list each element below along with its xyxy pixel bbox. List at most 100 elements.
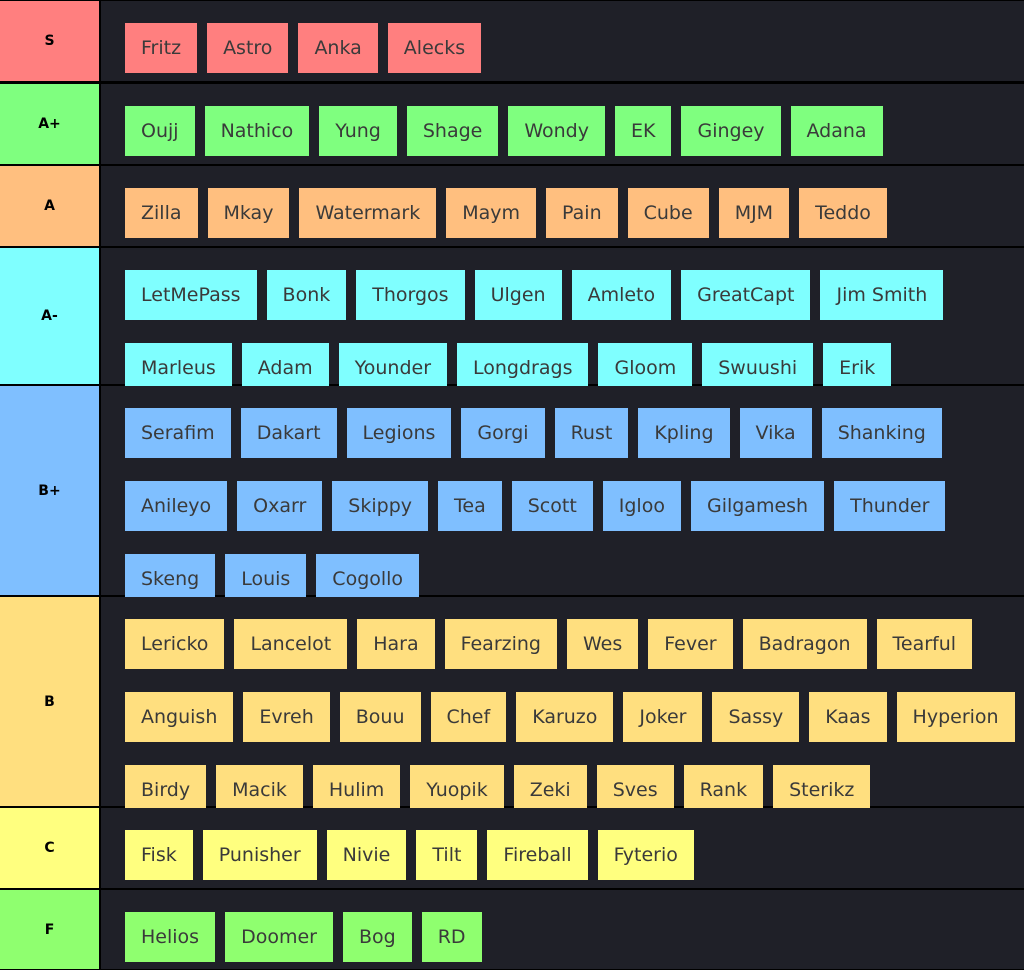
tier-item-chip[interactable]: Zilla [125,188,198,238]
tier-item-chip[interactable]: Watermark [299,188,437,238]
tier-item-chip[interactable]: Wes [566,619,639,669]
tier-item-chip[interactable]: Joker [623,692,703,742]
tier-item-chip[interactable]: Legions [346,408,452,458]
tier-item-chip[interactable]: MJM [718,188,790,238]
tier-item-chip[interactable]: Lancelot [234,619,348,669]
tier-item-chip[interactable]: Skippy [332,481,429,531]
tier-item-chip[interactable]: Jim Smith [820,270,944,320]
tier-item-chip[interactable]: Louis [225,554,307,604]
tier-item-chip[interactable]: Tea [438,481,502,531]
tier-item-chip[interactable]: Adam [241,343,329,393]
tier-item-chip[interactable]: Bonk [266,270,347,320]
tier-item-chip[interactable]: Adana [790,106,883,156]
tier-item-chip[interactable]: Gingey [681,106,781,156]
tier-item-chip[interactable]: Anguish [125,692,234,742]
tier-item-chip[interactable]: Yung [319,106,397,156]
tier-item-chip[interactable]: Oxarr [237,481,323,531]
tier-item-chip[interactable]: Fearzing [444,619,557,669]
tier-item-chip[interactable]: Nathico [204,106,310,156]
tier-item-chip[interactable]: GreatCapt [681,270,811,320]
tier-label: C [0,808,99,888]
tier-item-chip[interactable]: Oujj [125,106,195,156]
tier-item-chip[interactable]: Longdrags [457,343,589,393]
tier-item-chip[interactable]: Scott [511,481,593,531]
tier-item-chip[interactable]: Macik [216,765,303,815]
tier-item-chip[interactable]: Wondy [508,106,605,156]
tier-item-chip[interactable]: Rust [554,408,629,458]
tier-item-chip[interactable]: Hulim [312,765,401,815]
tier-item-chip[interactable]: Vika [739,408,812,458]
tier-label: S [0,1,99,81]
tier-items-container[interactable]: Helios Doomer Bog RD [101,890,1024,969]
tier-item-chip[interactable]: Fever [648,619,733,669]
tier-item-chip[interactable]: Punisher [202,830,317,880]
tier-item-chip[interactable]: Fisk [125,830,193,880]
tier-item-chip[interactable]: Fritz [125,23,198,73]
tier-item-chip[interactable]: Younder [338,343,448,393]
tier-item-chip[interactable]: LetMePass [125,270,257,320]
tier-item-chip[interactable]: Shage [406,106,499,156]
tier-item-chip[interactable]: Hara [357,619,435,669]
tier-item-chip[interactable]: Bouu [339,692,421,742]
tier-item-chip[interactable]: Rank [683,765,764,815]
tier-item-chip[interactable]: RD [421,912,482,962]
tier-item-chip[interactable]: Chef [430,692,507,742]
tier-item-chip[interactable]: Sterikz [773,765,871,815]
tier-item-chip[interactable]: Doomer [225,912,333,962]
tier-item-chip[interactable]: Serafim [125,408,231,458]
tier-item-chip[interactable]: Birdy [125,765,207,815]
tier-items-container[interactable]: Serafim Dakart Legions Gorgi Rust Kpling Vika S… [101,386,1024,604]
tier-item-chip[interactable]: Shanking [821,408,942,458]
tier-item-chip[interactable]: Fyterio [597,830,694,880]
tier-item-chip[interactable]: Helios [125,912,216,962]
tier-item-chip[interactable]: Amleto [571,270,672,320]
tier-item-chip[interactable]: Astro [207,23,289,73]
tier-items-container[interactable]: Oujj Nathico Yung Shage Wondy EK Gingey Adana [101,84,1024,164]
tier-item-chip[interactable]: Igloo [602,481,681,531]
tier-item-chip[interactable]: Sves [596,765,674,815]
tier-item-chip[interactable]: Thorgos [356,270,465,320]
tier-item-chip[interactable]: Marleus [125,343,232,393]
tier-item-chip[interactable]: Anileyo [125,481,228,531]
tier-item-chip[interactable]: Gilgamesh [690,481,825,531]
tier-item-chip[interactable]: Swuushi [702,343,814,393]
tier-item-chip[interactable]: Ulgen [474,270,562,320]
tier-item-chip[interactable]: Sassy [712,692,800,742]
tier-items-container[interactable]: Fisk Punisher Nivie Tilt Fireball Fyterio [101,808,1024,888]
tier-items-container[interactable]: Zilla Mkay Watermark Maym Pain Cube MJM Teddo [101,166,1024,246]
tier-item-chip[interactable]: Teddo [799,188,887,238]
tier-item-chip[interactable]: Mkay [207,188,290,238]
tier-item-chip[interactable]: Alecks [387,23,482,73]
tier-item-chip[interactable]: Gloom [598,343,693,393]
tier-item-chip[interactable]: Kpling [638,408,730,458]
tier-label: B+ [0,386,99,595]
tier-item-chip[interactable]: Gorgi [461,408,545,458]
tier-item-chip[interactable]: Karuzo [516,692,614,742]
tier-item-chip[interactable]: Cube [627,188,709,238]
tier-item-chip[interactable]: Anka [298,23,378,73]
tier-item-chip[interactable]: EK [615,106,672,156]
tier-item-chip[interactable]: Maym [446,188,537,238]
tier-item-chip[interactable]: Badragon [742,619,867,669]
tier-item-chip[interactable]: Tearful [876,619,973,669]
tier-item-chip[interactable]: Fireball [487,830,588,880]
tier-item-chip[interactable]: Pain [546,188,618,238]
tier-item-chip[interactable]: Nivie [326,830,407,880]
tier-item-chip[interactable]: Yuopik [410,765,504,815]
tier-item-chip[interactable]: Dakart [240,408,337,458]
tier-item-chip[interactable]: Lericko [125,619,225,669]
tier-item-chip[interactable]: Evreh [243,692,330,742]
tier-item-chip[interactable]: Hyperion [896,692,1015,742]
tier-item-chip[interactable]: Tilt [416,830,478,880]
tier-items-container[interactable]: Lericko Lancelot Hara Fearzing Wes Fever Badra… [101,597,1024,815]
tier-items-container[interactable]: Fritz Astro Anka Alecks [101,1,1024,81]
tier-items-container[interactable]: LetMePass Bonk Thorgos Ulgen Amleto GreatCapt… [101,248,1024,393]
tier-item-chip[interactable]: Zeki [513,765,587,815]
tier-item-chip[interactable]: Bog [342,912,412,962]
tier-item-chip[interactable]: Skeng [125,554,216,604]
tier-item-chip[interactable]: Thunder [834,481,946,531]
tier-item-chip[interactable]: Erik [823,343,892,393]
tier-item-chip[interactable]: Kaas [809,692,887,742]
tier-item-chip[interactable]: Cogollo [316,554,420,604]
